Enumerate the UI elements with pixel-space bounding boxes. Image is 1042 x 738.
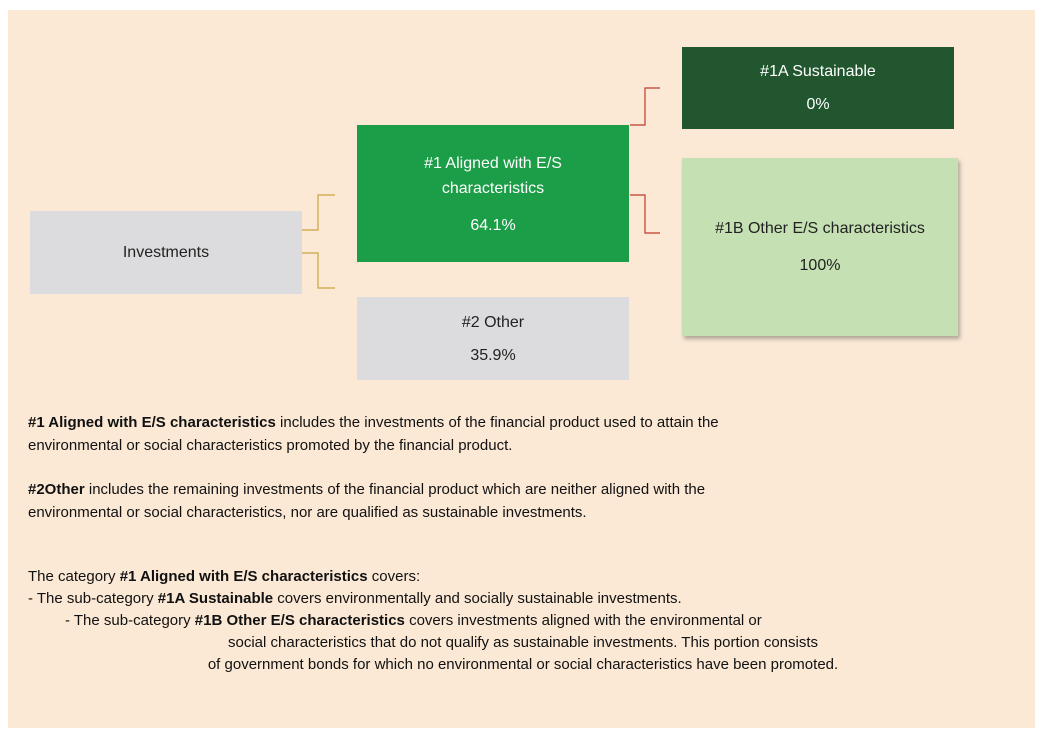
connector [630,87,660,234]
text-line: The category #1 Aligned with E/S charact… [28,568,420,585]
text-line: environmental or social characteristics … [28,437,512,454]
bold-text: #1 Aligned with E/S characteristics [119,568,368,585]
text: includes the investments of the financia… [275,414,719,431]
text-line: #1 Aligned with E/S characteristics incl… [28,414,719,431]
node-value: 64.1% [470,217,516,234]
bold-text: #1 Aligned with E/S characteristics [28,414,276,431]
text-line: #2Other includes the remaining investmen… [28,481,705,498]
bold-text: #1B Other E/S characteristics [194,612,405,629]
node-value: 0% [806,96,830,113]
text: - The sub-category [65,612,195,629]
text-line: of government bonds for which no environ… [208,656,838,673]
text: covers investments aligned with the envi… [404,612,762,629]
text: environmental or social characteristics … [28,437,513,454]
text-line: - The sub-category #1B Other E/S charact… [65,612,762,629]
aligned-box: #1 Aligned with E/S characteristics 64.1… [357,125,629,262]
text: social characteristics that do not quali… [227,634,819,651]
node-value: 100% [799,257,841,274]
investments-box: Investments [30,211,302,294]
node-label: Investments [122,244,210,261]
text: The category [28,568,120,585]
node-label: #2 Other [461,313,525,331]
text-line: - The sub-category #1A Sustainable cover… [28,590,682,607]
node-value: 35.9% [470,346,516,364]
text: of government bonds for which no environ… [207,656,839,673]
connector [302,194,335,289]
text-line: social characteristics that do not quali… [228,634,818,651]
text: includes the remaining investments of th… [84,481,706,498]
text-line: environmental or social characteristics,… [28,504,587,521]
text: environmental or social characteristics,… [28,504,587,521]
text: - The sub-category [28,590,158,607]
bold-text: #1A Sustainable [157,590,274,607]
other-box: #2 Other 35.9% [357,297,629,380]
node-label: #1 Aligned with E/S characteristics [424,155,562,197]
sustainable-box: #1A Sustainable 0% [682,47,954,129]
text: covers environmentally and socially sust… [273,590,682,607]
bold-text: #2Other [28,481,85,498]
node-label: #1B Other E/S characteristics [715,220,925,237]
node-label: #1A Sustainable [760,63,876,80]
text: covers: [367,568,421,585]
other-es-box: #1B Other E/S characteristics 100% [682,158,958,336]
